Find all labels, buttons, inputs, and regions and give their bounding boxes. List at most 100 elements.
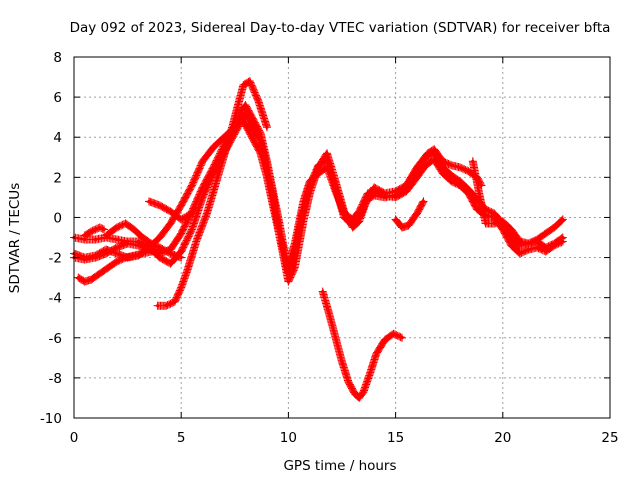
y-axis-label: SDTVAR / TECUs [7,183,23,293]
data-point [179,249,183,254]
data-point [374,352,378,356]
data-point [173,300,177,304]
data-point [394,195,398,199]
data-point [535,245,539,250]
data-point [179,231,183,236]
data-point [501,219,505,224]
data-point [372,189,376,193]
y-tick-label: 6 [53,90,62,106]
data-point [243,111,248,115]
data-point [149,241,153,246]
data-point [561,217,565,222]
data-point [186,267,190,272]
data-point [458,183,462,187]
data-point [93,227,98,232]
data-point [98,225,102,230]
data-point [415,211,419,216]
data-point [449,179,453,183]
data-point [357,209,361,214]
data-point [156,304,160,308]
data-point [93,253,98,258]
data-point [342,211,346,216]
data-point [126,241,130,246]
series-track-f [80,223,108,240]
x-tick-label: 15 [387,430,404,446]
data-point [115,259,119,264]
data-point [492,215,496,220]
plot-frame [73,56,611,419]
data-point [301,199,306,203]
data-point [353,392,357,396]
data-point [400,336,404,340]
data-point [265,175,269,179]
data-point [98,272,102,276]
y-tick-label: -2 [49,251,62,267]
data-point [466,191,471,195]
data-point [475,207,479,212]
data-point [518,239,522,244]
data-point [243,123,248,127]
data-point [526,247,531,252]
data-point [518,243,522,248]
data-point [509,227,513,232]
data-point [179,217,183,222]
ticks: 0 5 10 15 20 25 -10 -8 -6 -4 -2 0 2 4 6 8 [40,50,619,446]
data-point [115,245,119,250]
data-point [179,255,183,260]
data-point [424,155,428,159]
data-point [235,107,239,111]
data-point [158,251,162,256]
data-point [368,372,372,376]
data-point [432,151,436,155]
data-point [168,261,173,266]
data-point [132,253,136,258]
data-point [415,167,419,171]
data-point [190,227,194,232]
data-point [325,151,329,155]
data-point [104,247,108,252]
data-point [201,159,205,163]
data-point [271,205,275,210]
series-track-j [391,197,428,232]
data-point [106,265,110,270]
series-track-g [145,197,196,224]
data-point [93,237,98,242]
data-point [83,233,87,238]
data-point [216,175,220,179]
data-point [158,203,162,208]
data-point [226,139,230,143]
data-point [441,171,445,175]
data-point [544,231,548,236]
data-point [201,185,205,189]
data-point [333,336,338,340]
data-point [424,163,428,167]
data-point [432,157,436,161]
data-point [123,221,128,226]
data-point [466,169,471,173]
data-point [351,223,355,228]
data-point [258,151,263,155]
data-point [340,360,344,364]
x-axis-label: GPS time / hours [283,458,396,474]
data-point [518,251,522,256]
y-tick-label: 2 [53,170,62,186]
grid [74,57,610,418]
data-point [149,249,153,254]
data-point [421,199,426,203]
data-point [449,163,453,167]
series-track-i [318,287,406,402]
data-point [458,165,462,169]
data-point [190,211,194,216]
data-point [432,147,436,151]
data-point [321,290,325,294]
data-point [357,215,361,220]
data-point [168,221,173,226]
data-point [346,380,351,384]
data-point [265,125,269,129]
data-point [286,261,290,266]
data-point [147,199,151,203]
data-point [115,237,119,242]
data-point [509,243,513,248]
y-tick-label: -6 [49,331,62,347]
